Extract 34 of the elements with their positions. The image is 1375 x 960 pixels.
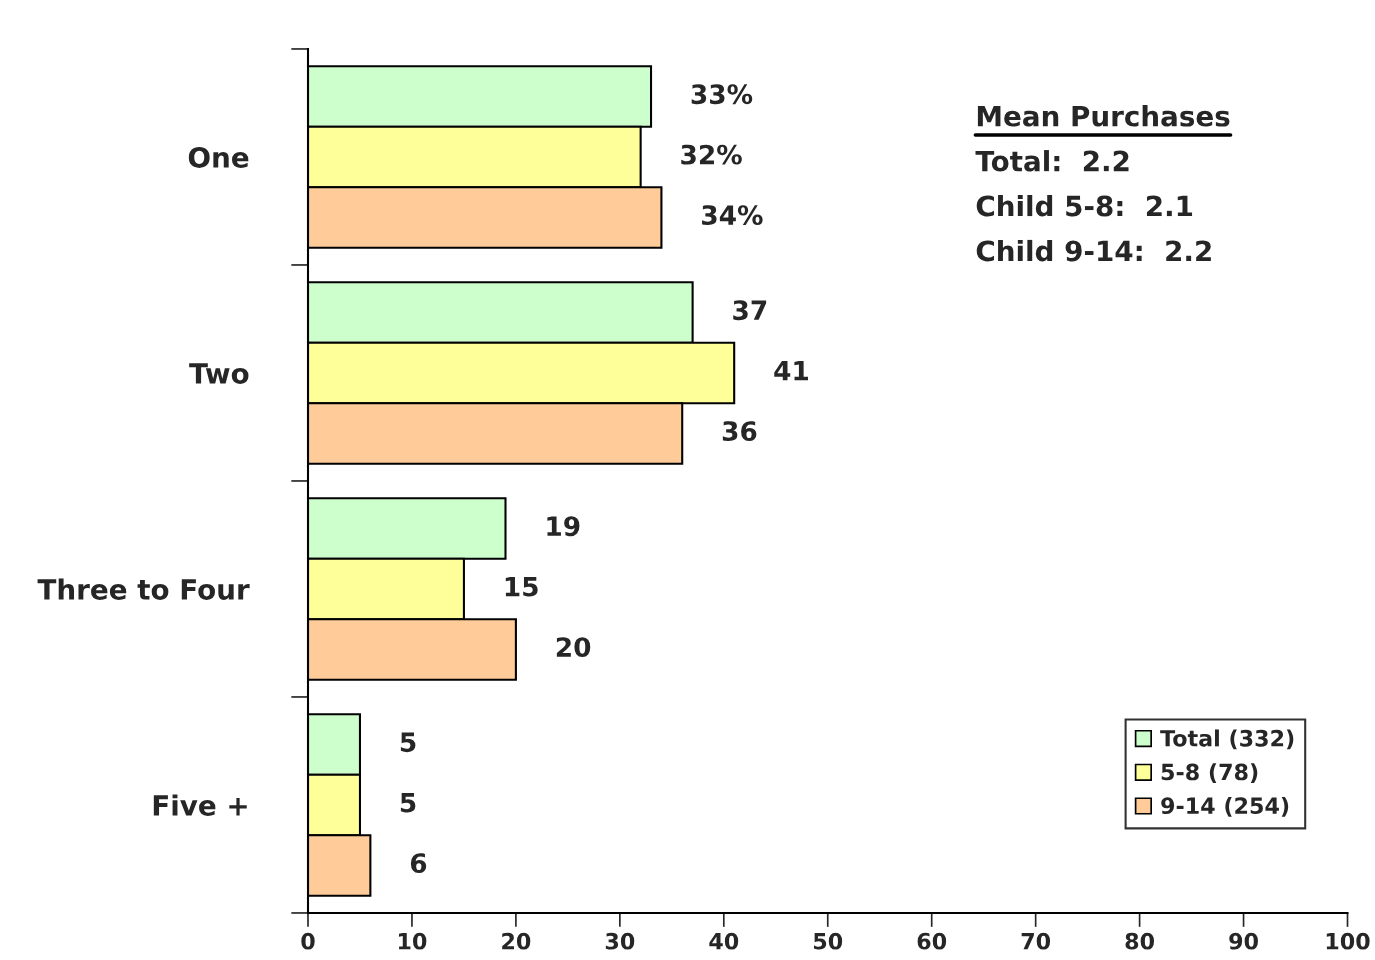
y-tick-label: Two — [189, 363, 249, 384]
data-label: 32% — [681, 144, 742, 165]
data-label: 20 — [556, 637, 591, 658]
data-label: 19 — [547, 516, 580, 537]
data-label: 5 — [400, 732, 416, 753]
x-tick-label: 100 — [1326, 932, 1370, 950]
x-tick-label: 40 — [709, 932, 739, 950]
data-label: 34% — [702, 205, 763, 226]
data-label: 36 — [722, 421, 757, 442]
y-tick-label: One — [188, 146, 249, 168]
data-label: 6 — [410, 853, 427, 874]
x-tick-label: 60 — [917, 932, 947, 950]
x-tick-label: 10 — [399, 932, 427, 950]
x-tick-label: 70 — [1021, 932, 1051, 950]
y-tick-label: Five + — [153, 794, 247, 816]
legend-label: 9-14 (254) — [1161, 796, 1289, 817]
annotation: Mean Purchases — [977, 105, 1230, 127]
x-tick-label: 30 — [605, 932, 635, 950]
x-tick-label: 20 — [502, 932, 531, 950]
x-tick-label: 80 — [1125, 932, 1154, 950]
y-tick-label: Three to Four — [37, 578, 250, 600]
x-tick-label: 50 — [814, 932, 843, 950]
annotation: Child 5-8: 2.1 — [976, 194, 1193, 217]
data-label: 37 — [733, 300, 767, 321]
x-tick-label: 0 — [301, 932, 315, 950]
data-label: 33% — [691, 84, 753, 105]
x-tick-label: 90 — [1229, 932, 1258, 950]
data-label: 5 — [400, 793, 416, 813]
data-label: 41 — [774, 361, 808, 381]
annotation: Child 9-14: 2.2 — [976, 239, 1211, 262]
annotation: Total: 2.2 — [975, 150, 1129, 172]
data-label: 15 — [505, 577, 538, 597]
legend-label: Total (332) — [1160, 729, 1294, 750]
legend-label: 5-8 (78) — [1161, 763, 1258, 783]
